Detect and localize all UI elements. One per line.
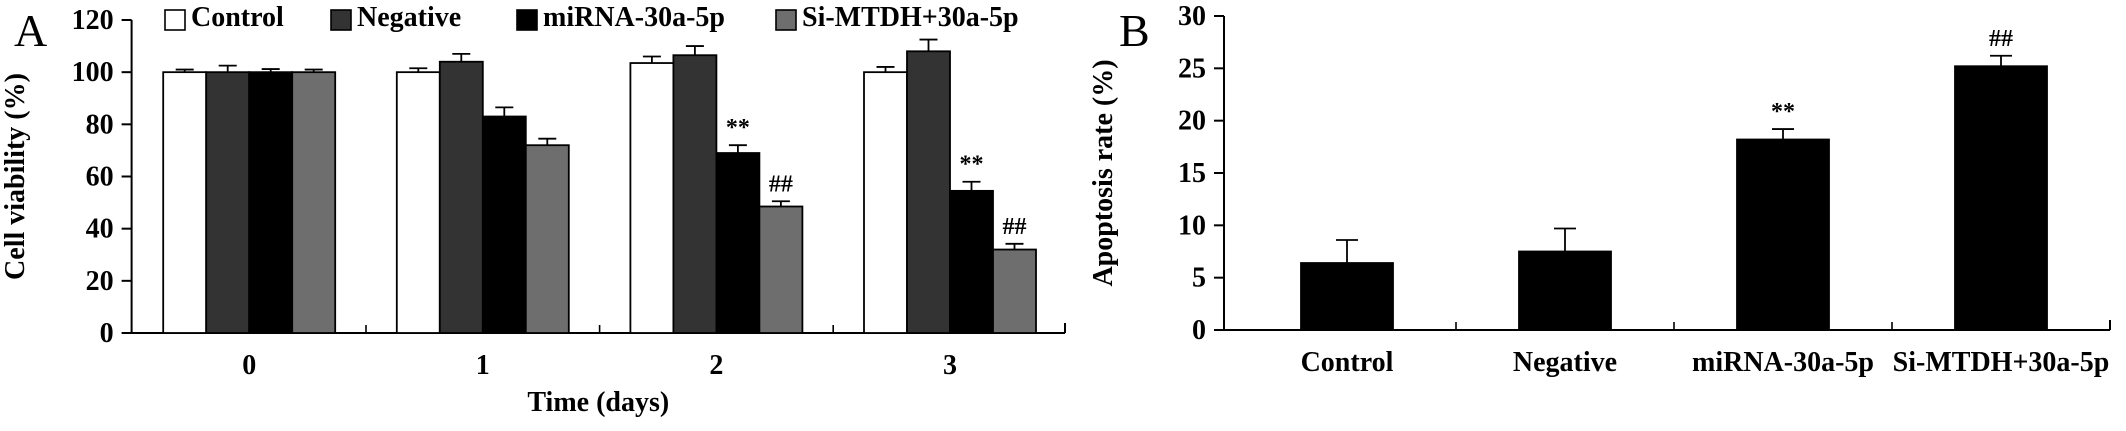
svg-text:1: 1 <box>476 350 490 381</box>
svg-text:##: ## <box>1989 26 2013 52</box>
svg-text:Cell viability (%): Cell viability (%) <box>0 73 31 280</box>
svg-text:30: 30 <box>1178 1 1206 32</box>
svg-text:B: B <box>1119 5 1150 56</box>
svg-text:**: ** <box>960 152 984 178</box>
svg-text:##: ## <box>1003 214 1027 240</box>
svg-text:A: A <box>14 5 47 56</box>
svg-text:Si-MTDH+30a-5p: Si-MTDH+30a-5p <box>1893 347 2110 378</box>
svg-text:40: 40 <box>86 214 114 245</box>
svg-text:Time (days): Time (days) <box>527 387 669 418</box>
svg-text:Negative: Negative <box>1513 347 1617 378</box>
svg-text:5: 5 <box>1192 263 1206 294</box>
svg-text:120: 120 <box>72 5 114 36</box>
svg-text:3: 3 <box>943 350 957 381</box>
svg-text:Si-MTDH+30a-5p: Si-MTDH+30a-5p <box>802 2 1019 33</box>
svg-text:100: 100 <box>72 57 114 88</box>
svg-text:60: 60 <box>86 162 114 193</box>
svg-text:0: 0 <box>242 350 256 381</box>
svg-text:**: ** <box>726 115 750 141</box>
svg-text:20: 20 <box>86 266 114 297</box>
svg-text:20: 20 <box>1178 106 1206 137</box>
svg-text:0: 0 <box>100 318 114 349</box>
svg-text:15: 15 <box>1178 158 1206 189</box>
svg-text:Control: Control <box>1301 347 1394 378</box>
svg-text:10: 10 <box>1178 210 1206 241</box>
svg-text:miRNA-30a-5p: miRNA-30a-5p <box>543 2 725 33</box>
svg-text:25: 25 <box>1178 53 1206 84</box>
svg-text:0: 0 <box>1192 315 1206 346</box>
svg-text:80: 80 <box>86 109 114 140</box>
svg-text:2: 2 <box>709 350 723 381</box>
svg-text:Apoptosis rate (%): Apoptosis rate (%) <box>1088 59 1119 286</box>
svg-text:Negative: Negative <box>357 2 461 33</box>
svg-text:miRNA-30a-5p: miRNA-30a-5p <box>1692 347 1874 378</box>
svg-text:Control: Control <box>191 2 284 33</box>
svg-text:**: ** <box>1771 99 1795 125</box>
svg-text:##: ## <box>769 171 793 197</box>
